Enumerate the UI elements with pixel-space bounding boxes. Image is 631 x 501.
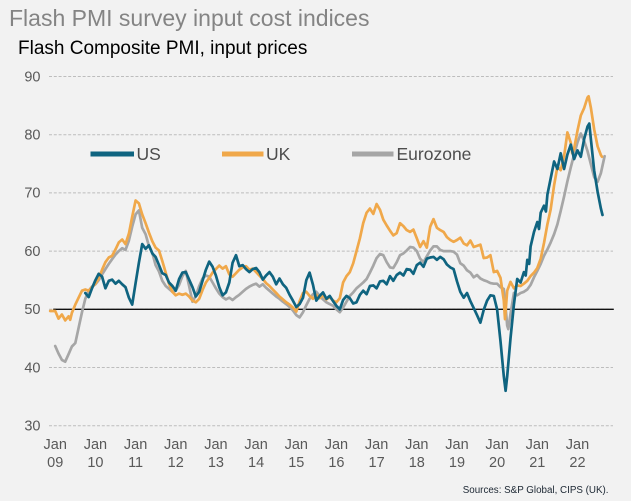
- svg-text:90: 90: [24, 69, 40, 85]
- svg-text:Jan: Jan: [204, 437, 227, 453]
- svg-text:12: 12: [168, 455, 184, 471]
- svg-text:US: US: [137, 144, 161, 164]
- svg-text:20: 20: [489, 455, 505, 471]
- svg-text:40: 40: [24, 360, 40, 376]
- svg-text:70: 70: [24, 186, 40, 202]
- svg-text:UK: UK: [266, 144, 291, 164]
- svg-text:21: 21: [529, 455, 545, 471]
- svg-text:16: 16: [328, 455, 344, 471]
- svg-text:Jan: Jan: [164, 437, 187, 453]
- svg-text:13: 13: [208, 455, 224, 471]
- svg-text:Jan: Jan: [84, 437, 107, 453]
- svg-text:Jan: Jan: [244, 437, 267, 453]
- svg-text:11: 11: [128, 455, 143, 471]
- svg-text:Jan: Jan: [325, 437, 348, 453]
- svg-text:80: 80: [24, 128, 40, 144]
- svg-text:09: 09: [47, 455, 63, 471]
- svg-text:Jan: Jan: [44, 437, 67, 453]
- svg-text:Sources: S&P Global, CIPS (UK): Sources: S&P Global, CIPS (UK).: [463, 485, 609, 496]
- svg-text:17: 17: [369, 455, 385, 471]
- svg-text:10: 10: [87, 455, 103, 471]
- svg-text:Jan: Jan: [445, 437, 468, 453]
- svg-text:Eurozone: Eurozone: [397, 144, 472, 164]
- svg-text:Jan: Jan: [365, 437, 388, 453]
- svg-text:Jan: Jan: [566, 437, 589, 453]
- svg-text:Jan: Jan: [485, 437, 508, 453]
- svg-text:15: 15: [288, 455, 304, 471]
- svg-text:50: 50: [24, 302, 40, 318]
- svg-text:22: 22: [569, 455, 585, 471]
- svg-text:Jan: Jan: [526, 437, 549, 453]
- svg-text:60: 60: [24, 244, 40, 260]
- svg-text:14: 14: [248, 455, 264, 471]
- svg-text:Jan: Jan: [405, 437, 428, 453]
- svg-text:19: 19: [449, 455, 465, 471]
- svg-text:18: 18: [409, 455, 425, 471]
- svg-text:30: 30: [24, 419, 40, 435]
- svg-text:Jan: Jan: [124, 437, 147, 453]
- svg-text:Jan: Jan: [285, 437, 308, 453]
